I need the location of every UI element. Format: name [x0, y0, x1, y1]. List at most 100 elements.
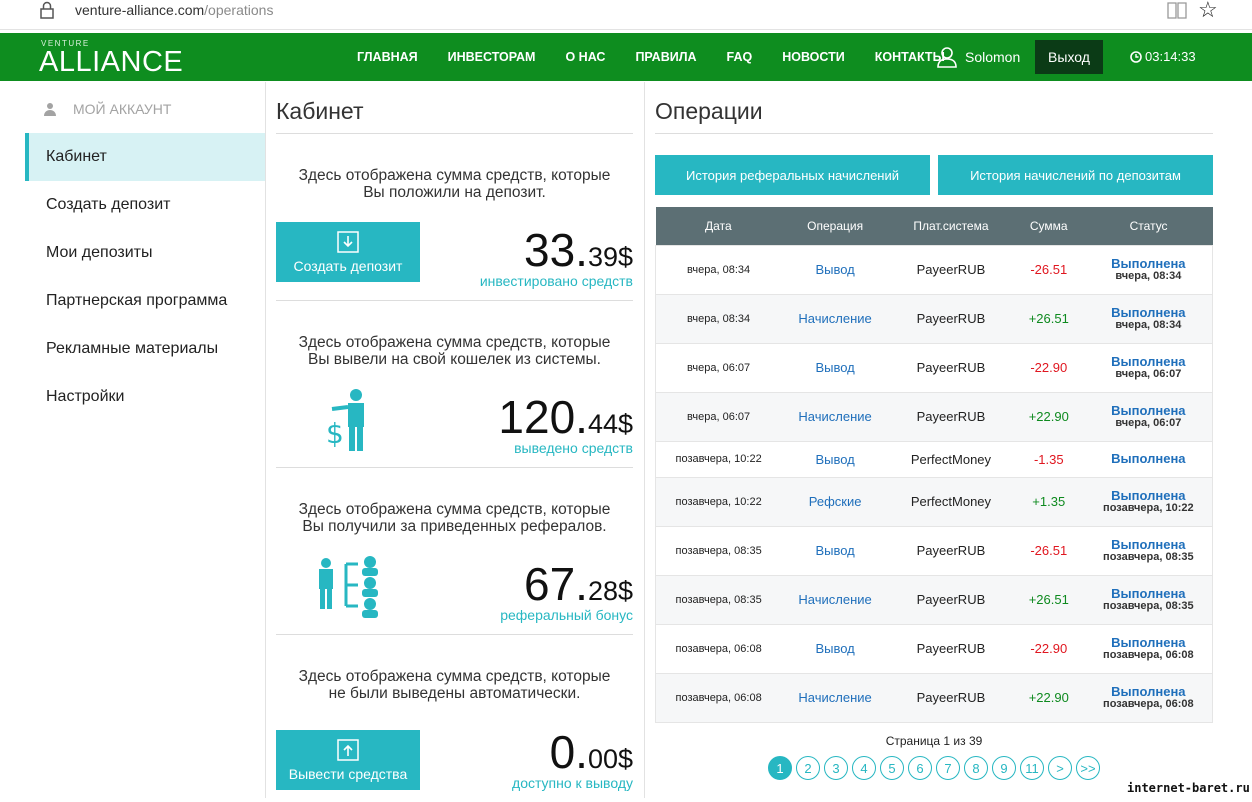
- sidebar-item-cabinet[interactable]: Кабинет: [25, 133, 265, 181]
- withdrawn-label: выведено средств: [514, 440, 633, 456]
- referral-amount: 67.28$: [524, 557, 633, 611]
- table-row: позавчера, 10:22 Рефские PerfectMoney +1.35…: [655, 476, 1213, 526]
- cell-sum: -22.90: [1012, 623, 1085, 673]
- nav-home[interactable]: ГЛАВНАЯ: [357, 50, 418, 64]
- status-date: позавчера, 06:08: [1103, 648, 1194, 661]
- url-field[interactable]: venture-alliance.com/operations: [75, 2, 273, 18]
- card-desc-line: не были выведены автоматически.: [328, 685, 581, 702]
- amount-cents: 28$: [587, 576, 633, 606]
- cell-payment-system: PayeerRUB: [889, 574, 1013, 624]
- cell-status: Выполнена вчера, 06:07: [1084, 342, 1213, 392]
- status-label: Выполнена: [1111, 255, 1186, 271]
- deposit-history-button[interactable]: История начислений по депозитам: [938, 155, 1213, 195]
- referral-card: Здесь отображена сумма средств, которые …: [276, 468, 633, 635]
- cell-date: позавчера, 10:22: [655, 440, 782, 477]
- invested-card: Здесь отображена сумма средств, которые …: [276, 134, 633, 301]
- page-button[interactable]: 1: [768, 756, 792, 780]
- status-date: вчера, 08:34: [1115, 269, 1182, 282]
- cell-status: Выполнена вчера, 08:34: [1084, 293, 1213, 343]
- status-label: Выполнена: [1111, 585, 1186, 601]
- page-button[interactable]: >>: [1076, 756, 1100, 780]
- cell-date: позавчера, 08:35: [655, 574, 782, 624]
- referral-history-button[interactable]: История реферальных начислений: [655, 155, 930, 195]
- user-name[interactable]: Solomon: [965, 49, 1021, 65]
- cell-operation: Рефские: [781, 476, 890, 526]
- cell-status: Выполнена позавчера, 06:08: [1084, 623, 1213, 673]
- amount-main: 67.: [523, 558, 588, 610]
- cabinet-panel: Кабинет Здесь отображена сумма средств, …: [276, 82, 633, 802]
- page-button[interactable]: 4: [852, 756, 876, 780]
- page-button[interactable]: 11: [1020, 756, 1044, 780]
- table-row: вчера, 08:34 Начисление PayeerRUB +26.51 Вып…: [655, 293, 1213, 343]
- sidebar-item-promo-materials[interactable]: Рекламные материалы: [46, 340, 219, 357]
- cell-operation: Вывод: [781, 342, 890, 392]
- status-label: Выполнена: [1111, 304, 1186, 320]
- cell-payment-system: PayeerRUB: [889, 244, 1013, 294]
- site-header: VENTURE ALLIANCE ГЛАВНАЯ ИНВЕСТОРАМ О НА…: [0, 33, 1252, 81]
- nav-contacts[interactable]: КОНТАКТЫ: [874, 50, 945, 64]
- col-date: Дата: [705, 218, 732, 233]
- sidebar-title: МОЙ АККАУНТ: [25, 85, 265, 133]
- available-card: Здесь отображена сумма средств, которые …: [276, 635, 633, 802]
- card-description: Здесь отображена сумма средств, которые …: [276, 501, 633, 535]
- cell-status: Выполнена вчера, 08:34: [1084, 244, 1213, 294]
- sidebar-item-partner-program[interactable]: Партнерская программа: [46, 292, 228, 309]
- col-sum: Сумма: [1029, 218, 1068, 233]
- page-button[interactable]: 8: [964, 756, 988, 780]
- available-label: доступно к выводу: [512, 775, 633, 791]
- status-label: Выполнена: [1111, 487, 1186, 503]
- card-description: Здесь отображена сумма средств, которые …: [276, 668, 633, 702]
- logout-button[interactable]: Выход: [1035, 40, 1103, 74]
- account-sidebar: МОЙ АККАУНТ Кабинет Создать депозит Мои …: [25, 85, 265, 421]
- person-icon: [44, 103, 56, 116]
- page-button[interactable]: >: [1048, 756, 1072, 780]
- card-desc-line: Здесь отображена сумма средств, которые: [298, 501, 611, 518]
- site-logo[interactable]: ALLIANCE: [39, 46, 184, 78]
- cell-payment-system: PerfectMoney: [889, 440, 1013, 477]
- card-description: Здесь отображена сумма средств, которые …: [276, 167, 633, 201]
- page-button[interactable]: 2: [796, 756, 820, 780]
- nav-news[interactable]: НОВОСТИ: [782, 50, 845, 64]
- invested-amount: 33.39$: [524, 223, 633, 277]
- nav-faq[interactable]: FAQ: [726, 50, 753, 64]
- cabinet-title: Кабинет: [276, 82, 633, 134]
- reader-view-icon[interactable]: [1166, 0, 1188, 20]
- page-button[interactable]: 3: [824, 756, 848, 780]
- svg-text:$: $: [326, 417, 344, 450]
- status-date: вчера, 06:07: [1115, 416, 1182, 429]
- card-desc-line: Вы положили на депозит.: [363, 184, 546, 201]
- nav-investors[interactable]: ИНВЕСТОРАМ: [447, 50, 536, 64]
- bookmark-star-icon[interactable]: ☆: [1198, 0, 1218, 22]
- sidebar-item-create-deposit[interactable]: Создать депозит: [46, 196, 171, 213]
- page-button[interactable]: 9: [992, 756, 1016, 780]
- withdrawn-amount: 120.44$: [498, 390, 633, 444]
- card-desc-line: Здесь отображена сумма средств, которые: [298, 334, 611, 351]
- page-button[interactable]: 5: [880, 756, 904, 780]
- amount-main: 33.: [523, 224, 588, 276]
- card-desc-line: Здесь отображена сумма средств, которые: [298, 668, 611, 685]
- card-desc-line: Вы вывели на свой кошелек из системы.: [308, 351, 601, 368]
- cell-operation: Вывод: [781, 525, 890, 575]
- clock-icon: [1130, 51, 1142, 63]
- cell-payment-system: PayeerRUB: [889, 293, 1013, 343]
- nav-about[interactable]: О НАС: [565, 50, 606, 64]
- nav-rules[interactable]: ПРАВИЛА: [635, 50, 697, 64]
- available-amount: 0.00$: [550, 725, 633, 779]
- page-button[interactable]: 6: [908, 756, 932, 780]
- amount-cents: 44$: [587, 409, 633, 439]
- cell-operation: Вывод: [781, 623, 890, 673]
- sidebar-item-my-deposits[interactable]: Мои депозиты: [46, 244, 153, 261]
- logo-subtitle: VENTURE: [41, 39, 90, 48]
- page-button[interactable]: 7: [936, 756, 960, 780]
- cell-sum: -26.51: [1012, 244, 1085, 294]
- table-row: позавчера, 06:08 Вывод PayeerRUB -22.90 Выпо…: [655, 623, 1213, 673]
- withdraw-funds-button[interactable]: Вывести средства: [276, 730, 420, 790]
- cell-payment-system: PayeerRUB: [889, 391, 1013, 441]
- divider: [644, 82, 645, 798]
- create-deposit-button[interactable]: Создать депозит: [276, 222, 420, 282]
- table-row: позавчера, 08:35 Начисление PayeerRUB +26.5…: [655, 574, 1213, 624]
- cell-status: Выполнена: [1084, 440, 1213, 477]
- sidebar-item-settings[interactable]: Настройки: [46, 388, 125, 405]
- cell-date: позавчера, 06:08: [655, 623, 782, 673]
- operations-table: Дата Операция Плат.система Сумма Статус …: [655, 207, 1213, 723]
